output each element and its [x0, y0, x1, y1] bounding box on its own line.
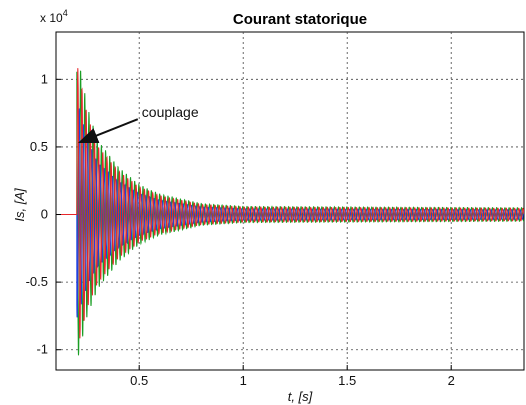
y-exponent-label: x 104 [40, 8, 68, 25]
y-tick-label-4: 1 [41, 71, 48, 86]
x-tick-label-0: 0.5 [130, 373, 148, 388]
y-tick-label-0: -1 [36, 342, 48, 357]
couplage-annotation: couplage [142, 104, 199, 120]
x-axis-ticks: 0.5 1 1.5 2 [130, 365, 455, 388]
x-tick-label-3: 2 [448, 373, 455, 388]
x-tick-label-1: 1 [240, 373, 247, 388]
annotation-group: couplage [77, 104, 199, 144]
signal-traces [56, 68, 524, 356]
y-exponent-text: 4 [63, 8, 68, 18]
couplage-arrow [77, 118, 139, 144]
y-tick-label-3: 0.5 [30, 139, 48, 154]
y-multiplier-text: x 10 [40, 11, 63, 25]
phase-a-trace [56, 68, 524, 339]
plot-area [55, 31, 525, 371]
y-axis-ticks: -1 -0.5 0 0.5 1 [26, 71, 61, 357]
x-axis-label: t, [s] [288, 389, 313, 404]
chart-title: Courant statorique [233, 11, 367, 28]
y-tick-label-2: 0 [41, 207, 48, 222]
y-tick-label-1: -0.5 [26, 274, 48, 289]
y-axis-label: Is, [A] [12, 188, 27, 222]
x-tick-label-2: 1.5 [338, 373, 356, 388]
